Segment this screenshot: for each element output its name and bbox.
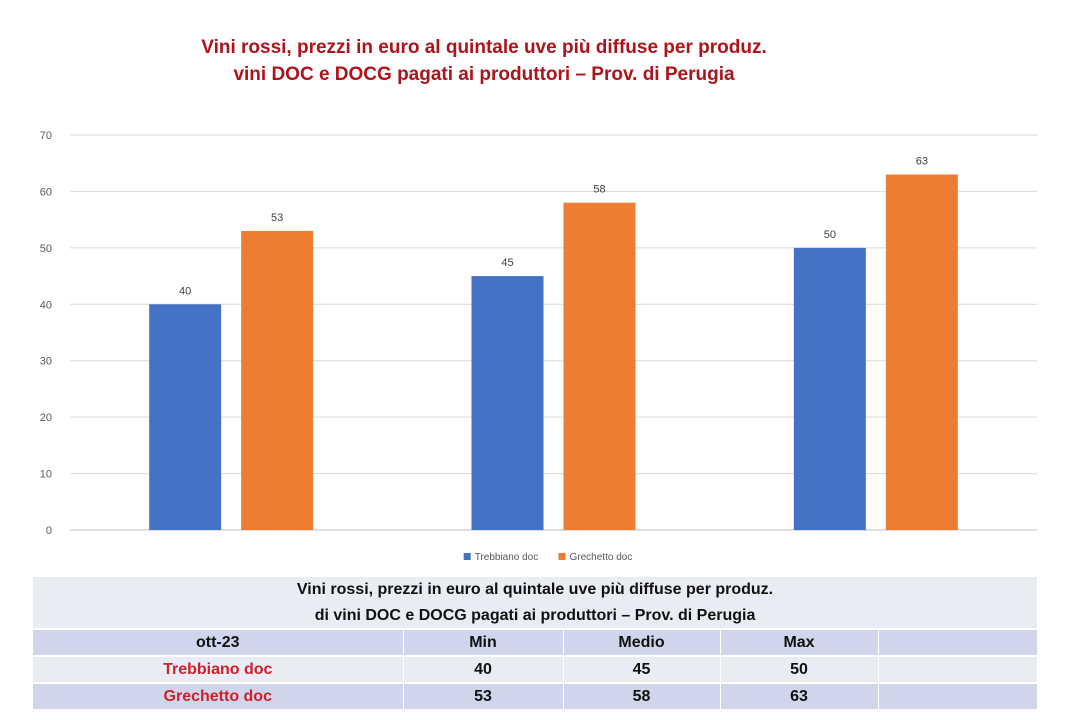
y-tick-label: 30 <box>40 356 52 368</box>
table-title-row-1: Vini rossi, prezzi in euro al quintale u… <box>33 577 1038 603</box>
legend-label: Grechetto doc <box>570 552 633 563</box>
legend-swatch <box>558 553 566 560</box>
bars <box>149 174 958 530</box>
data-labels: 40 53 45 58 50 63 <box>179 156 928 298</box>
y-tick-label: 20 <box>40 412 52 424</box>
table-cell: 50 <box>719 655 878 683</box>
table-row: Grechetto doc 53 58 63 <box>33 682 1038 709</box>
table-row-label: Trebbiano doc <box>33 655 403 683</box>
table-header-min: Min <box>402 628 563 656</box>
bar-trebbiano-doc-min <box>149 304 222 530</box>
chart-title-line-1: Vini rossi, prezzi in euro al quintale u… <box>201 37 767 58</box>
y-axis: 0 10 20 30 40 50 60 70 <box>40 130 52 537</box>
data-table: Vini rossi, prezzi in euro al quintale u… <box>33 577 1038 709</box>
legend-swatch <box>463 553 471 560</box>
bar-trebbiano-doc-max <box>793 247 866 530</box>
bar-grechetto-doc-min <box>241 230 314 530</box>
table-cell: 63 <box>719 682 878 709</box>
table-cell-empty <box>877 682 1038 709</box>
data-label: 53 <box>271 212 283 224</box>
table-cell-empty <box>877 655 1038 683</box>
table-header-max: Max <box>719 628 878 656</box>
table-cell: 45 <box>562 655 720 683</box>
table-header-empty <box>877 628 1038 656</box>
table-title-row-2: di vini DOC e DOCG pagati ai produttori … <box>33 603 1038 629</box>
chart-title-line-2: vini DOC e DOCG pagati ai produttori – P… <box>233 64 735 85</box>
table-header-row: ott-23 Min Medio Max <box>33 628 1038 656</box>
table-title-line-1: Vini rossi, prezzi in euro al quintale u… <box>33 577 1038 603</box>
y-tick-label: 0 <box>46 525 52 537</box>
table-cell: 53 <box>402 682 563 709</box>
legend: Trebbiano doc Grechetto doc <box>463 552 633 563</box>
gridlines <box>70 134 1037 531</box>
data-label: 63 <box>916 156 928 168</box>
table-title-line-2: di vini DOC e DOCG pagati ai produttori … <box>33 603 1038 629</box>
chart-title: Vini rossi, prezzi in euro al quintale u… <box>0 34 968 88</box>
y-tick-label: 40 <box>40 299 52 311</box>
table-cell: 58 <box>562 682 720 709</box>
y-tick-label: 70 <box>40 130 52 142</box>
bar-trebbiano-doc-medio <box>471 276 544 530</box>
bar-grechetto-doc-max <box>885 174 958 530</box>
table-row: Trebbiano doc 40 45 50 <box>33 655 1038 683</box>
bar-grechetto-doc-medio <box>563 202 636 530</box>
y-tick-label: 50 <box>40 243 52 255</box>
bar-chart: 0 10 20 30 40 50 60 70 40 53 45 58 50 63 Trebbiano d… <box>40 130 1037 563</box>
y-tick-label: 60 <box>40 186 52 198</box>
table-header-medio: Medio <box>562 628 720 656</box>
table-period: ott-23 <box>33 628 403 656</box>
data-label: 45 <box>501 257 513 269</box>
y-tick-label: 10 <box>40 469 52 481</box>
table-row-label: Grechetto doc <box>33 682 403 709</box>
table-cell: 40 <box>402 655 563 683</box>
data-label: 58 <box>593 184 605 196</box>
data-label: 40 <box>179 285 191 297</box>
legend-label: Trebbiano doc <box>475 552 539 563</box>
data-label: 50 <box>824 229 836 241</box>
